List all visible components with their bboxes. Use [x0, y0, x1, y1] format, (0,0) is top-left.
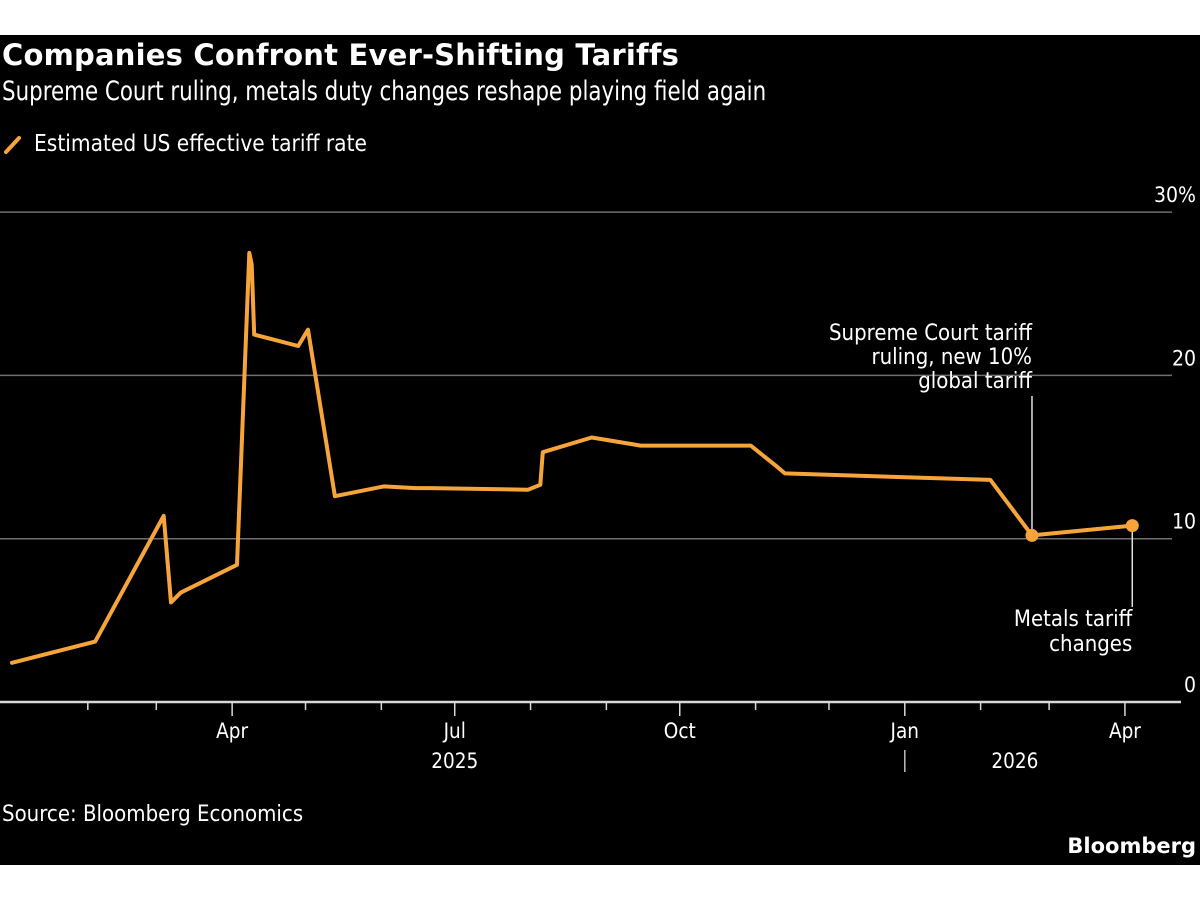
legend-label: Estimated US effective tariff rate — [34, 131, 367, 157]
annotation-text: Supreme Court tariff — [829, 320, 1033, 345]
y-tick-label: 10 — [1172, 509, 1196, 534]
source-note: Source: Bloomberg Economics — [2, 802, 304, 827]
x-year-label: 2026 — [991, 749, 1038, 773]
legend: Estimated US effective tariff rate — [2, 131, 412, 157]
annotation-text: Metals tariff — [1014, 606, 1133, 631]
series-line — [10, 250, 1135, 665]
annotation-marker — [1125, 519, 1139, 533]
y-tick-label: 20 — [1172, 345, 1196, 370]
x-tick-label: Apr — [216, 719, 249, 743]
annotation-text: global tariff — [918, 368, 1032, 393]
x-tick-label: Jul — [442, 719, 466, 743]
x-tick-label: Apr — [1109, 719, 1142, 743]
legend-swatch-icon — [4, 136, 21, 154]
chart-title: Companies Confront Ever-Shifting Tariffs — [2, 38, 680, 72]
bloomberg-logo: Bloomberg — [1067, 834, 1196, 858]
annotation-text: changes — [1049, 631, 1132, 656]
x-year-label: 2025 — [431, 749, 478, 773]
chart-subtitle: Supreme Court ruling, metals duty change… — [2, 76, 767, 107]
x-tick-label: Oct — [664, 719, 696, 743]
x-tick-label: Jan — [889, 719, 919, 743]
annotation-marker — [1025, 528, 1039, 542]
annotation-text: ruling, new 10% — [872, 344, 1032, 369]
y-tick-label: 0 — [1184, 672, 1196, 697]
y-tick-label: 30% — [1154, 182, 1196, 207]
chart-panel — [0, 35, 1200, 865]
